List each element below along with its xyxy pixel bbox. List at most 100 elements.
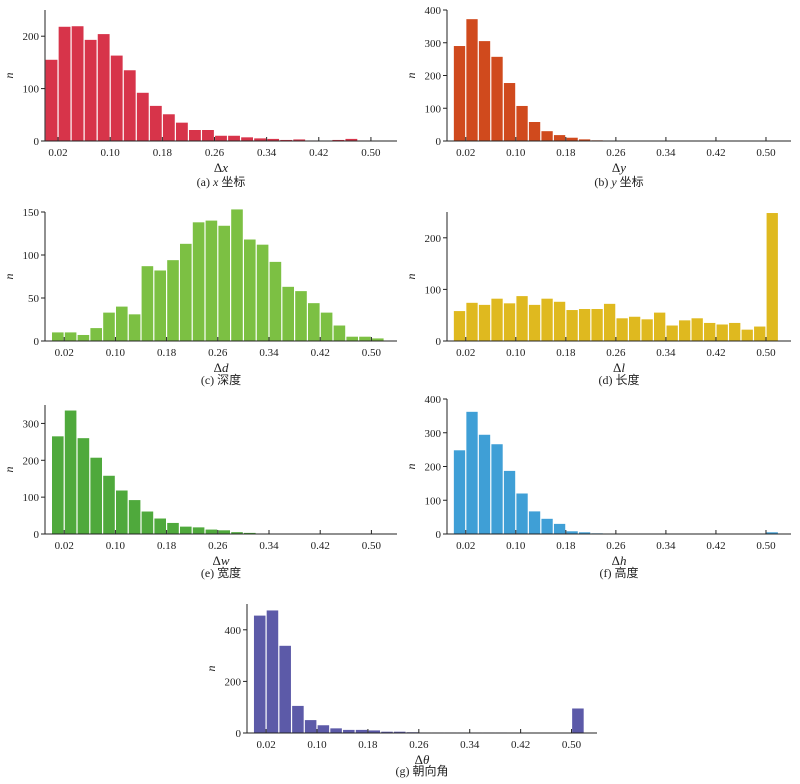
- bar-a-23: [345, 138, 358, 141]
- y-tick-label-b-4: 400: [425, 5, 442, 17]
- y-tick-label-g-0: 0: [236, 728, 242, 740]
- x-tick-label-c-5: 0.42: [311, 347, 330, 359]
- x-tick-label-a-1: 0.10: [101, 147, 121, 159]
- bar-e-5: [116, 490, 128, 534]
- bar-b-6: [528, 122, 541, 141]
- bar-g-0: [253, 615, 266, 733]
- bar-c-5: [116, 306, 128, 341]
- bar-d-15: [641, 319, 653, 341]
- x-axis-label-variable-c: d: [222, 360, 229, 375]
- bar-a-15: [241, 137, 253, 141]
- y-axis-label-b: n: [404, 73, 418, 79]
- bar-f-4: [503, 470, 516, 534]
- bar-e-3: [90, 457, 102, 534]
- panel-caption-prefix-c: (c): [201, 373, 217, 387]
- bar-a-11: [189, 130, 201, 141]
- x-tick-label-e-4: 0.34: [259, 540, 279, 552]
- bar-g-8: [355, 729, 368, 733]
- panel-caption-prefix-b: (b): [594, 175, 611, 189]
- bar-g-4: [304, 720, 317, 733]
- bar-g-11: [393, 731, 406, 733]
- bar-a-14: [228, 135, 240, 141]
- bar-d-22: [729, 322, 741, 341]
- y-tick-label-a-0: 0: [34, 136, 40, 148]
- bar-g-5: [317, 725, 330, 733]
- bar-e-6: [128, 500, 141, 534]
- panel-caption-prefix-f: (f): [599, 566, 614, 580]
- panel-caption-f: (f) 高度: [599, 565, 638, 580]
- y-tick-label-f-2: 200: [425, 462, 442, 474]
- bar-d-25: [766, 213, 778, 341]
- x-tick-label-f-0: 0.02: [456, 540, 475, 552]
- bar-g-7: [343, 729, 355, 733]
- bar-d-24: [754, 326, 766, 341]
- bar-g-25: [572, 708, 584, 733]
- x-tick-label-a-5: 0.42: [309, 147, 328, 159]
- bar-a-9: [162, 114, 175, 141]
- y-tick-label-b-3: 300: [425, 38, 442, 50]
- panel-a: 0.02 0.10 0.18 0.26 0.34 0.42 0.500100200nΔx(a…: [2, 10, 397, 189]
- x-tick-label-c-4: 0.34: [259, 347, 279, 359]
- bar-b-2: [478, 41, 491, 141]
- bar-d-2: [478, 304, 491, 341]
- bar-c-15: [244, 239, 256, 341]
- bar-f-9: [566, 531, 578, 534]
- y-tick-label-c-2: 100: [23, 250, 40, 262]
- x-axis-label-f: Δh: [612, 553, 627, 568]
- x-tick-label-f-5: 0.42: [706, 540, 725, 552]
- x-axis-label-symbol-g: Δ: [415, 752, 423, 767]
- panel-caption-d: (d) 长度: [598, 372, 639, 387]
- bar-d-11: [591, 309, 603, 341]
- bar-d-4: [503, 303, 516, 341]
- x-tick-label-e-5: 0.42: [311, 540, 330, 552]
- bar-b-5: [516, 105, 528, 141]
- bar-a-18: [280, 139, 293, 141]
- bar-c-9: [167, 260, 179, 341]
- x-tick-label-b-4: 0.34: [656, 147, 676, 159]
- y-tick-label-a-2: 200: [23, 31, 40, 43]
- panel-f: 0.02 0.10 0.18 0.26 0.34 0.42 0.50 0 100 200 300 40…: [404, 394, 791, 580]
- bar-c-19: [295, 291, 307, 341]
- bar-e-11: [192, 527, 205, 534]
- x-tick-label-a-2: 0.18: [153, 147, 173, 159]
- bar-a-12: [202, 130, 214, 141]
- bar-a-0: [45, 59, 58, 141]
- bar-e-13: [218, 530, 230, 534]
- y-tick-label-b-2: 200: [425, 71, 442, 83]
- x-tick-label-a-6: 0.50: [361, 147, 381, 159]
- x-tick-label-g-0: 0.02: [256, 739, 275, 751]
- y-tick-label-c-3: 150: [23, 207, 40, 219]
- bar-g-6: [330, 728, 342, 733]
- x-tick-label-d-0: 0.02: [456, 347, 475, 359]
- bar-e-1: [64, 410, 77, 534]
- x-tick-label-a-0: 0.02: [48, 147, 67, 159]
- panel-caption-text-b: 坐标: [617, 175, 644, 189]
- x-tick-label-e-6: 0.50: [362, 540, 382, 552]
- bar-c-2: [77, 334, 90, 341]
- bar-c-7: [141, 266, 154, 341]
- panel-caption-b: (b) y 坐标: [594, 175, 643, 189]
- y-tick-label-c-1: 50: [28, 293, 40, 305]
- panel-caption-prefix-a: (a): [197, 175, 213, 189]
- x-tick-label-g-2: 0.18: [358, 739, 378, 751]
- bar-d-20: [704, 322, 716, 341]
- x-tick-label-c-6: 0.50: [362, 347, 382, 359]
- x-tick-label-f-2: 0.18: [556, 540, 576, 552]
- bar-a-13: [215, 135, 227, 141]
- panel-caption-g: (g) 朝向角: [395, 763, 448, 778]
- bar-d-18: [679, 320, 691, 341]
- x-tick-label-e-2: 0.18: [157, 540, 177, 552]
- x-axis-label-variable-f: h: [620, 553, 627, 568]
- panel-g: 0.02 0.10 0.18 0.26 0.34 0.42 0.500200400nΔθ(g…: [204, 604, 597, 778]
- bar-c-10: [180, 243, 192, 341]
- bar-f-0: [453, 450, 466, 534]
- bar-b-10: [578, 139, 591, 141]
- y-tick-label-a-1: 100: [23, 84, 40, 96]
- bar-f-25: [766, 532, 778, 534]
- bar-e-4: [103, 475, 115, 534]
- bar-b-8: [553, 135, 566, 141]
- panel-caption-text-d: 长度: [615, 372, 639, 387]
- bar-f-7: [541, 518, 553, 534]
- x-tick-label-e-3: 0.26: [208, 540, 228, 552]
